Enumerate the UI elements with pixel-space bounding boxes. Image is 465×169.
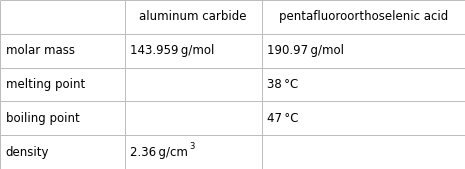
Text: aluminum carbide: aluminum carbide <box>140 10 247 23</box>
Text: density: density <box>6 146 49 159</box>
Text: 190.97 g/mol: 190.97 g/mol <box>267 44 345 57</box>
Text: 47 °C: 47 °C <box>267 112 299 125</box>
Text: 2.36 g/cm: 2.36 g/cm <box>130 146 188 159</box>
Text: melting point: melting point <box>6 78 85 91</box>
Text: molar mass: molar mass <box>6 44 74 57</box>
Text: 3: 3 <box>189 141 194 151</box>
Text: pentafluoroorthoselenic acid: pentafluoroorthoselenic acid <box>279 10 448 23</box>
Text: boiling point: boiling point <box>6 112 80 125</box>
Text: 38 °C: 38 °C <box>267 78 299 91</box>
Text: 143.959 g/mol: 143.959 g/mol <box>130 44 214 57</box>
